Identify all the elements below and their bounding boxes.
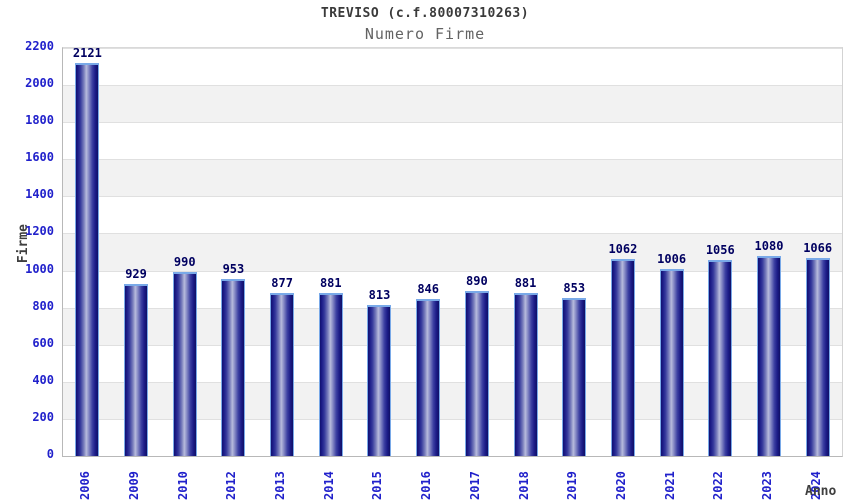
bar-value-label: 929 — [125, 266, 147, 281]
gridline — [63, 381, 842, 383]
gridline — [63, 344, 842, 346]
bar-value-label: 2121 — [72, 45, 102, 60]
bar-value-label: 1066 — [803, 241, 833, 256]
y-tick-label: 1400 — [25, 187, 54, 202]
gridline — [63, 159, 842, 161]
gridline — [63, 418, 842, 420]
y-tick-label: 1600 — [25, 150, 54, 165]
gridline — [63, 233, 842, 235]
gridline — [63, 122, 842, 124]
x-axis-label: Anno — [805, 484, 837, 499]
bar-2012 — [221, 279, 246, 456]
background-band — [63, 159, 842, 197]
bar-value-label: 881 — [514, 275, 537, 290]
x-tick-label: 2006 — [78, 471, 93, 500]
bar-2016 — [416, 299, 441, 456]
bar-value-label: 1062 — [608, 242, 638, 257]
x-tick-label: 2021 — [662, 471, 677, 500]
x-tick-label: 2022 — [711, 471, 726, 500]
bar-2019 — [562, 297, 587, 456]
x-tick-label: 2013 — [273, 471, 288, 500]
bar-value-label: 813 — [368, 288, 391, 303]
y-tick-label: 0 — [46, 447, 54, 461]
bar-2022 — [708, 260, 733, 456]
bar-value-label: 890 — [466, 273, 488, 288]
x-tick-label: 2019 — [565, 471, 580, 500]
bar-value-label: 846 — [417, 282, 439, 297]
x-tick-label: 2015 — [370, 471, 385, 500]
gridline — [63, 270, 842, 272]
x-tick-label: 2014 — [321, 471, 336, 500]
bar-value-label: 881 — [319, 275, 342, 290]
bar-value-label: 953 — [222, 262, 245, 277]
background-band — [63, 85, 842, 123]
gridline — [63, 307, 842, 309]
x-tick-label: 2020 — [613, 471, 628, 500]
bar-2021 — [659, 269, 684, 456]
plot-area: 2121 929 990 953 877 881 813 846 890 881 853 1062 10… — [62, 46, 843, 457]
y-tick-label: 2200 — [25, 39, 54, 53]
y-tick-label: 1000 — [25, 261, 54, 276]
y-tick-label: 1800 — [25, 113, 54, 128]
gridline — [63, 196, 842, 198]
x-tick-label: 2023 — [759, 471, 774, 500]
bar-2010 — [172, 272, 197, 456]
x-tick-label: 2009 — [127, 471, 142, 500]
bar-2009 — [124, 283, 149, 456]
bar-2006 — [75, 62, 100, 456]
y-tick-label: 800 — [32, 298, 54, 313]
bar-value-label: 877 — [271, 276, 293, 291]
bar-2020 — [610, 259, 635, 456]
y-tick-label: 400 — [32, 372, 54, 387]
chart-subtitle: Numero Firme — [364, 25, 486, 43]
gridline — [63, 85, 842, 87]
x-tick-label: 2018 — [516, 471, 531, 500]
bar-2017 — [464, 290, 489, 456]
x-tick-label: 2016 — [419, 471, 434, 500]
bar-2024 — [805, 258, 830, 456]
bar-2013 — [270, 293, 295, 456]
x-tick-label: 2017 — [467, 471, 482, 500]
y-tick-label: 600 — [32, 335, 54, 350]
chart-title: TREVISO (c.f.80007310263) — [320, 6, 530, 21]
bar-value-label: 990 — [173, 255, 196, 270]
gridline — [63, 48, 842, 49]
y-tick-label: 200 — [32, 409, 54, 424]
y-tick-label: 1200 — [25, 224, 54, 239]
bar-value-label: 1006 — [657, 252, 687, 267]
bar-2018 — [513, 292, 538, 456]
bar-2014 — [318, 292, 343, 456]
bar-value-label: 1080 — [754, 238, 784, 253]
bar-2015 — [367, 305, 392, 456]
x-tick-label: 2012 — [224, 471, 239, 500]
y-tick-label: 2000 — [25, 76, 54, 91]
x-tick-label: 2010 — [175, 471, 190, 500]
bar-value-label: 853 — [563, 280, 586, 295]
bar-value-label: 1056 — [705, 243, 735, 258]
bar-2023 — [756, 255, 781, 456]
